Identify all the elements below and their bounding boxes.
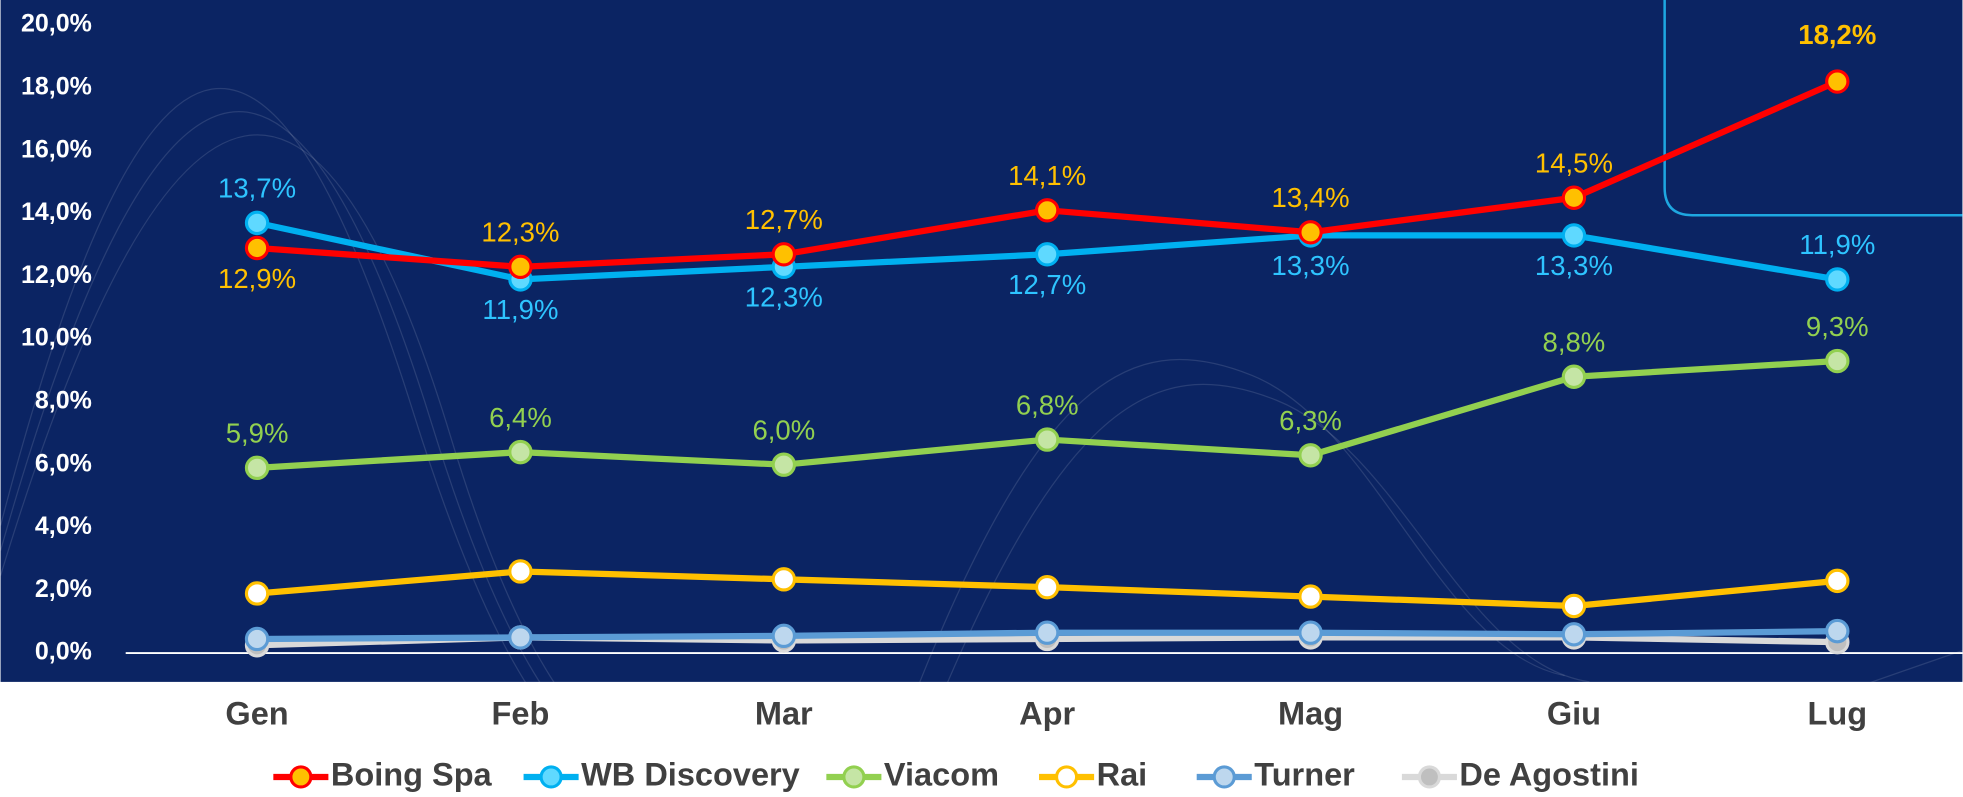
legend-marker (844, 767, 864, 787)
data-label: 13,4% (1272, 182, 1350, 213)
point (1563, 366, 1584, 387)
data-label: 18,2% (1798, 19, 1876, 50)
point (510, 561, 531, 582)
point (510, 256, 531, 277)
data-label: 9,3% (1806, 311, 1869, 342)
data-label: 13,7% (218, 173, 296, 204)
point (1827, 350, 1848, 371)
point (773, 569, 794, 590)
data-label: 12,7% (745, 204, 823, 235)
legend-label: WB Discovery (581, 757, 800, 793)
data-label: 14,1% (1008, 160, 1086, 191)
y-tick-label: 14,0% (21, 198, 92, 226)
legend-label: De Agostini (1459, 757, 1638, 793)
point (773, 625, 794, 646)
plot-background (1, 0, 1963, 682)
point (246, 457, 267, 478)
point (1827, 570, 1848, 591)
point (1037, 622, 1058, 643)
data-label: 11,9% (1799, 229, 1875, 260)
legend-label: Boing Spa (331, 757, 493, 793)
x-tick-label: Mar (755, 695, 813, 731)
legend-marker (541, 767, 561, 787)
point (246, 237, 267, 258)
point (246, 628, 267, 649)
point (246, 212, 267, 233)
legend-marker (1214, 767, 1234, 787)
data-label: 8,8% (1543, 326, 1606, 357)
y-tick-label: 2,0% (35, 575, 92, 603)
point (1563, 225, 1584, 246)
point (1300, 222, 1321, 243)
point (1563, 187, 1584, 208)
y-tick-label: 6,0% (35, 449, 92, 477)
data-label: 12,7% (1008, 269, 1086, 300)
x-tick-label: Mag (1278, 695, 1343, 731)
data-label: 6,3% (1279, 405, 1342, 436)
data-label: 11,9% (482, 294, 558, 325)
data-label: 13,3% (1272, 250, 1350, 281)
x-tick-label: Lug (1808, 695, 1868, 731)
point (773, 244, 794, 265)
legend-label: Turner (1254, 757, 1355, 793)
x-tick-label: Feb (492, 695, 550, 731)
y-tick-label: 20,0% (21, 10, 92, 38)
y-tick-label: 10,0% (21, 324, 92, 352)
data-label: 12,3% (481, 217, 559, 248)
point (1037, 577, 1058, 598)
x-tick-label: Apr (1019, 695, 1075, 731)
point (1037, 244, 1058, 265)
y-tick-label: 4,0% (35, 512, 92, 540)
point (1300, 622, 1321, 643)
data-label: 6,4% (489, 402, 552, 433)
point (1037, 200, 1058, 221)
point (1300, 586, 1321, 607)
point (1827, 71, 1848, 92)
y-tick-label: 18,0% (21, 72, 92, 100)
point (510, 441, 531, 462)
legend-marker (1419, 767, 1439, 787)
x-tick-label: Gen (225, 695, 288, 731)
data-label: 13,3% (1535, 250, 1613, 281)
point (1827, 269, 1848, 290)
data-label: 12,9% (218, 263, 296, 294)
legend-label: Viacom (884, 757, 999, 793)
legend-marker (291, 767, 311, 787)
point (1563, 595, 1584, 616)
point (1827, 620, 1848, 641)
legend-label: Rai (1097, 757, 1148, 793)
data-label: 12,3% (745, 282, 823, 313)
point (510, 627, 531, 648)
y-tick-label: 0,0% (35, 638, 92, 666)
point (773, 454, 794, 475)
point (1300, 445, 1321, 466)
y-tick-label: 16,0% (21, 135, 92, 163)
chart: 0,0% 2,0% 4,0% 6,0% 8,0% 10,0% 12,0% 14,0% 16,0%… (0, 0, 1963, 797)
data-label: 14,5% (1535, 147, 1613, 178)
y-tick-label: 8,0% (35, 386, 92, 414)
point (1037, 429, 1058, 450)
y-tick-label: 12,0% (21, 261, 92, 289)
data-label: 6,0% (752, 414, 815, 445)
x-tick-label: Giu (1547, 695, 1601, 731)
data-label: 6,8% (1016, 389, 1079, 420)
point (246, 583, 267, 604)
data-label: 5,9% (226, 418, 289, 449)
legend-marker (1057, 767, 1077, 787)
point (1563, 624, 1584, 645)
